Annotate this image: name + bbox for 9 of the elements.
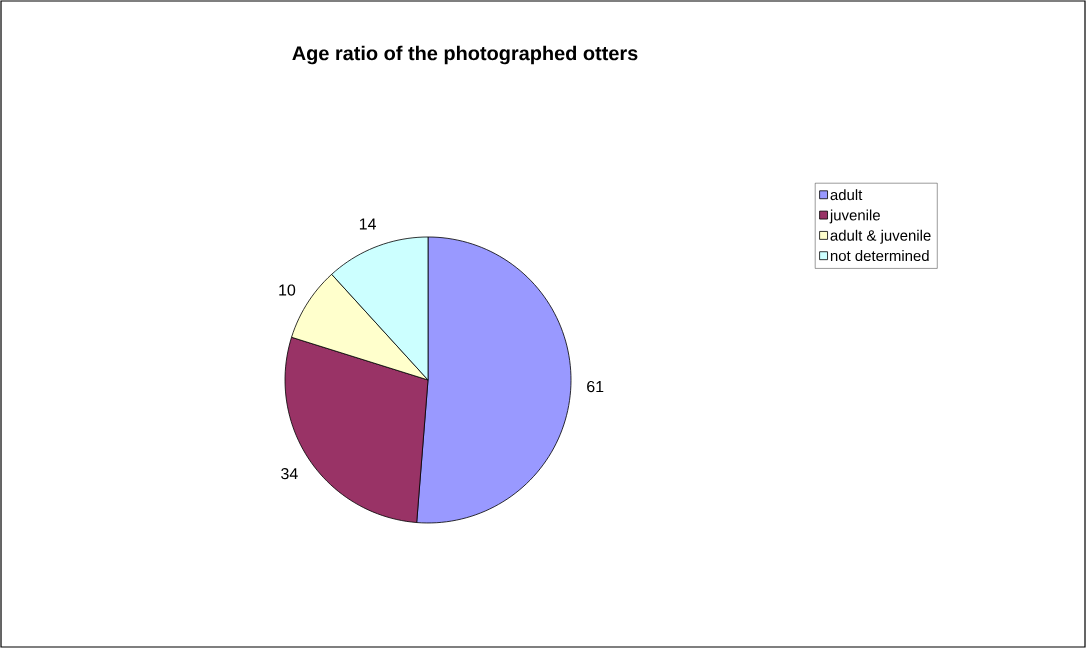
chart-title: Age ratio of the photographed otters bbox=[292, 45, 638, 65]
legend-label: not determined bbox=[830, 250, 929, 262]
legend-label: juvenile bbox=[829, 209, 880, 224]
data-label: 34 bbox=[281, 467, 298, 480]
legend-label: adult bbox=[830, 189, 863, 201]
data-label: 10 bbox=[279, 284, 296, 296]
data-label: 61 bbox=[587, 380, 604, 393]
data-label: 14 bbox=[359, 218, 376, 230]
legend-label: adult & juvenile bbox=[830, 229, 931, 244]
